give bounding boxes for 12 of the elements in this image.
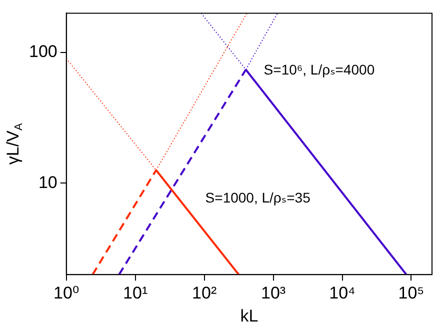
annotation: S=10⁶, L/ρₛ=4000: [264, 62, 375, 78]
x-tick-label: 10⁴: [329, 283, 356, 302]
x-axis-title: kL: [240, 306, 258, 326]
y-axis-title: γL/VA: [4, 122, 26, 165]
x-tick-label: 10³: [261, 283, 286, 302]
x-tick-label: 10²: [192, 283, 217, 302]
x-tick-label: 10⁰: [53, 283, 80, 302]
y-tick-label: 10: [38, 172, 58, 192]
x-tick-label: 10¹: [123, 283, 148, 302]
x-tick-label: 10⁵: [398, 283, 424, 302]
y-tick-label: 100: [28, 42, 58, 62]
annotation: S=1000, L/ρₛ=35: [205, 190, 311, 206]
